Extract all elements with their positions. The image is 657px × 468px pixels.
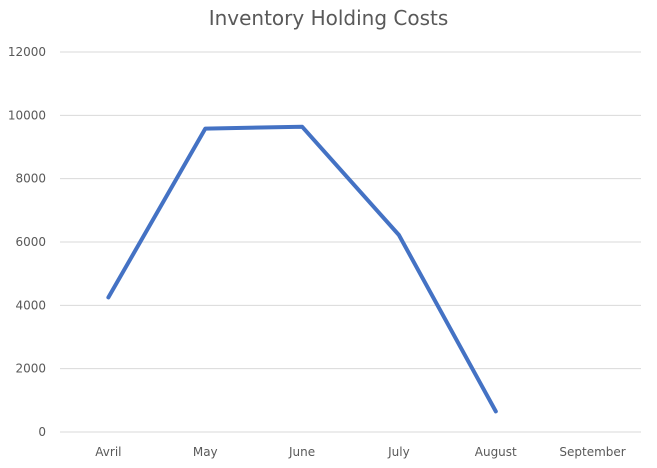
y-tick-label: 6000 (15, 235, 46, 249)
y-tick-label: 4000 (15, 298, 46, 312)
chart-title: Inventory Holding Costs (208, 6, 449, 30)
x-tick-label: July (387, 445, 410, 459)
gridlines (60, 51, 641, 433)
y-tick-label: 0 (38, 425, 46, 439)
series-line (106, 124, 498, 414)
x-axis-ticks: Avril May June July August September (95, 445, 626, 459)
x-tick-label: Avril (95, 445, 121, 459)
x-tick-label: September (559, 445, 625, 459)
y-tick-label: 12000 (8, 45, 46, 59)
series-layer (106, 124, 498, 414)
y-tick-label: 2000 (15, 362, 46, 376)
y-axis-ticks: 0 2000 4000 6000 8000 10000 12000 (8, 45, 46, 439)
y-tick-label: 10000 (8, 108, 46, 122)
y-tick-label: 8000 (15, 172, 46, 186)
x-tick-label: June (288, 445, 315, 459)
x-tick-label: August (475, 445, 517, 459)
x-tick-label: May (193, 445, 218, 459)
